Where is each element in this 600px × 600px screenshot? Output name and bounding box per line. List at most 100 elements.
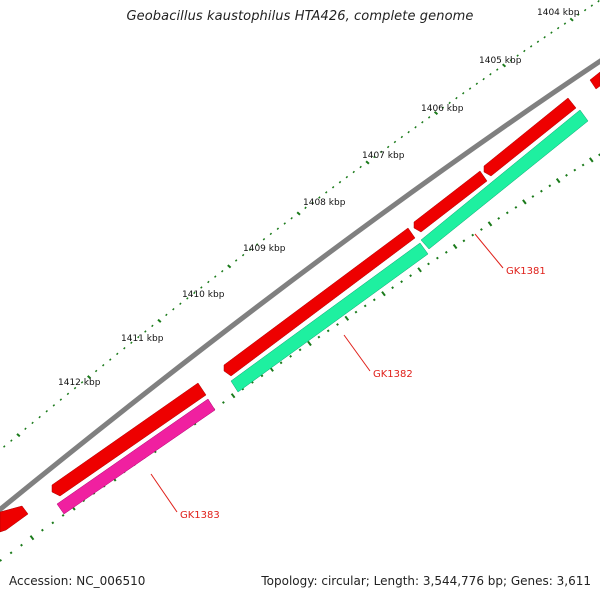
cds-block[interactable]	[589, 71, 600, 90]
minor-tick	[276, 227, 280, 230]
inner-major-tick	[230, 393, 236, 399]
minor-tick	[421, 121, 424, 124]
minor-tick	[345, 175, 349, 179]
minor-tick	[214, 275, 217, 278]
inner-major-tick	[487, 221, 493, 227]
scale-label: 1406 kbp	[421, 104, 464, 114]
minor-tick	[523, 49, 526, 53]
inner-minor-tick	[61, 513, 65, 517]
cds-block[interactable]	[223, 227, 416, 377]
inner-minor-tick	[479, 228, 483, 231]
minor-tick	[318, 196, 321, 199]
minor-tick	[373, 155, 376, 159]
genome-backbone	[0, 58, 600, 513]
inner-minor-tick	[20, 543, 23, 547]
major-tick	[569, 17, 574, 22]
scale-label: 1411 kbp	[121, 334, 164, 344]
minor-tick	[338, 180, 342, 184]
minor-tick	[45, 409, 48, 413]
scale-label: 1408 kbp	[303, 198, 346, 208]
minor-tick	[102, 364, 105, 367]
gk1383-leader	[150, 473, 178, 513]
minor-tick	[283, 222, 286, 225]
gene-GK1381-bar[interactable]	[420, 109, 589, 250]
minor-tick	[352, 170, 355, 174]
inner-minor-tick	[51, 521, 55, 525]
minor-tick	[66, 392, 70, 396]
minor-tick	[455, 96, 458, 100]
minor-tick	[475, 82, 479, 86]
inner-minor-tick	[581, 163, 585, 167]
major-tick	[433, 111, 439, 116]
inner-minor-tick	[41, 528, 44, 532]
inner-minor-tick	[400, 280, 404, 284]
minor-tick	[3, 445, 6, 448]
minor-tick	[529, 45, 533, 48]
inner-minor-tick	[372, 298, 376, 302]
minor-tick	[241, 253, 245, 257]
inner-minor-tick	[391, 286, 395, 290]
inner-minor-tick	[363, 304, 367, 308]
inner-minor-tick	[289, 354, 293, 358]
minor-tick	[556, 26, 560, 30]
cds-block[interactable]	[0, 505, 29, 533]
inner-minor-tick	[514, 206, 518, 209]
minor-tick	[130, 341, 133, 344]
minor-tick	[262, 237, 266, 241]
gk1382-leader	[343, 334, 371, 372]
minor-tick	[359, 165, 362, 169]
minor-tick	[80, 381, 84, 384]
minor-tick	[325, 191, 328, 194]
inner-minor-tick	[336, 323, 339, 326]
minor-tick	[400, 135, 404, 139]
inner-minor-tick	[565, 173, 568, 177]
minor-tick	[94, 369, 98, 373]
minor-tick	[441, 106, 445, 109]
minor-tick	[172, 308, 175, 311]
minor-tick	[248, 248, 252, 252]
inner-minor-tick	[471, 233, 475, 237]
inner-minor-tick	[298, 348, 302, 352]
minor-tick	[207, 280, 210, 284]
minor-tick	[304, 206, 307, 210]
inner-minor-tick	[409, 274, 413, 278]
scale-label: 1407 kbp	[362, 151, 405, 161]
gene-label-gk1383[interactable]: GK1383	[180, 510, 220, 521]
minor-tick	[116, 352, 119, 356]
genome-summary: Topology: circular; Length: 3,544,776 bp…	[261, 574, 591, 588]
minor-tick	[407, 130, 410, 134]
gene-GK1383-bar[interactable]	[56, 398, 216, 515]
minor-tick	[597, 0, 600, 3]
inner-minor-tick	[462, 239, 466, 243]
minor-tick	[151, 324, 154, 328]
major-tick-marks	[16, 17, 574, 438]
gene-track	[56, 109, 589, 515]
inner-major-tick	[381, 291, 386, 297]
minor-tick	[123, 347, 126, 350]
gene-GK1382-bar[interactable]	[230, 242, 429, 393]
inner-minor-tick	[444, 250, 448, 254]
scale-label: 1410 kbp	[182, 290, 225, 300]
scale-label: 1405 kbp	[479, 56, 522, 66]
inner-major-tick	[588, 157, 594, 163]
minor-tick	[73, 386, 77, 390]
cds-block[interactable]	[51, 382, 207, 497]
minor-tick	[31, 421, 34, 425]
minor-tick	[386, 145, 390, 149]
minor-tick	[550, 31, 553, 34]
minor-tick	[331, 186, 335, 189]
cds-block[interactable]	[483, 97, 577, 177]
minor-tick	[109, 358, 112, 361]
accession-info: Accession: NC_006510	[9, 574, 146, 588]
minor-tick	[563, 22, 567, 25]
gene-label-gk1381[interactable]: GK1381	[506, 266, 546, 277]
minor-tick	[255, 243, 259, 246]
cds-block[interactable]	[413, 170, 488, 233]
inner-minor-tick	[354, 310, 358, 314]
minor-tick	[462, 92, 465, 95]
gene-label-gk1382[interactable]: GK1382	[373, 369, 413, 380]
minor-tick	[52, 404, 56, 407]
inner-minor-tick	[435, 256, 439, 260]
major-tick	[502, 63, 507, 68]
